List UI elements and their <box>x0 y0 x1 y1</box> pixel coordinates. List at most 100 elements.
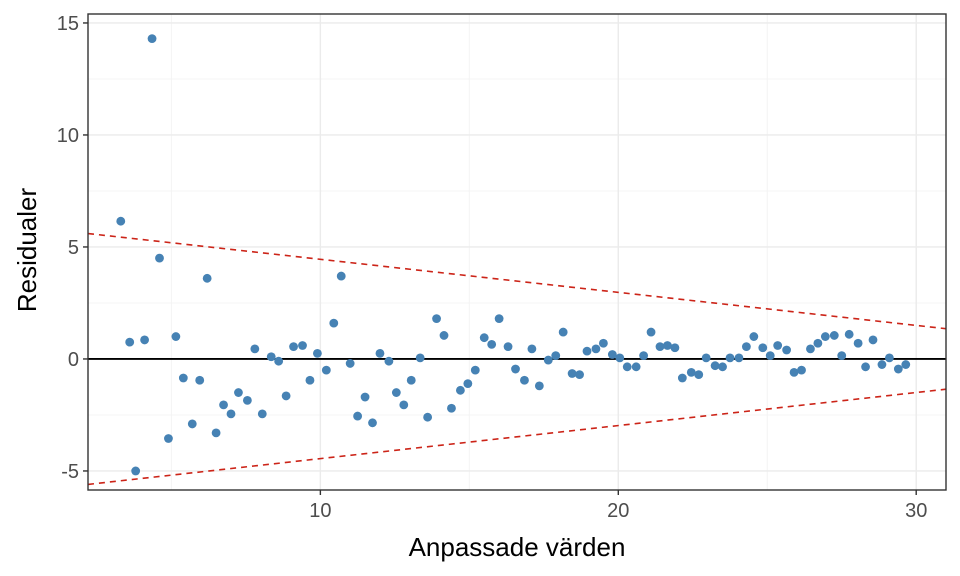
data-point <box>399 400 409 410</box>
data-point <box>701 353 711 363</box>
data-point <box>257 409 267 419</box>
data-point <box>178 373 188 383</box>
data-point <box>406 375 416 385</box>
data-point <box>298 341 307 350</box>
data-point <box>274 356 284 366</box>
data-point <box>329 318 339 328</box>
data-point <box>813 338 823 348</box>
data-point <box>773 341 783 350</box>
data-point <box>655 342 665 352</box>
data-point <box>853 338 863 348</box>
data-point <box>837 351 847 360</box>
y-axis-title: Residualer <box>12 188 42 313</box>
data-point <box>710 361 720 371</box>
y-tick-label: -5 <box>61 461 79 483</box>
x-axis-title: Anpassade värden <box>409 532 626 562</box>
data-point <box>677 373 687 383</box>
gridlines <box>88 14 946 490</box>
data-point <box>391 388 401 397</box>
lower-bound-line <box>87 388 947 486</box>
y-tick-label: 15 <box>57 13 79 35</box>
data-point <box>116 216 126 226</box>
data-point <box>234 388 243 397</box>
data-point <box>741 342 751 352</box>
data-point <box>893 364 903 374</box>
data-point <box>607 350 617 359</box>
data-point <box>368 418 377 428</box>
data-point <box>432 314 441 324</box>
data-point <box>511 364 520 374</box>
data-point <box>312 348 322 358</box>
data-point <box>439 331 449 340</box>
data-point <box>281 391 291 401</box>
data-point <box>202 273 212 283</box>
data-point <box>734 353 744 363</box>
y-tick-label: 5 <box>68 237 79 259</box>
data-point <box>861 362 870 372</box>
data-point <box>718 362 727 372</box>
data-point <box>455 385 465 395</box>
data-point <box>155 253 164 263</box>
data-point <box>321 365 331 375</box>
data-point <box>558 327 568 337</box>
data-point <box>266 352 276 362</box>
data-point <box>567 369 577 378</box>
data-point <box>591 344 601 354</box>
panel-border <box>87 13 947 491</box>
data-point <box>901 360 911 369</box>
data-point <box>250 344 260 354</box>
data-point <box>415 353 425 363</box>
data-point <box>663 341 672 350</box>
data-point <box>226 409 236 419</box>
data-point <box>631 362 641 372</box>
data-points <box>116 34 911 476</box>
x-tick-label: 30 <box>905 500 927 522</box>
data-point <box>686 368 696 377</box>
data-point <box>782 345 792 355</box>
bounds-lines <box>87 232 947 486</box>
data-point <box>494 314 504 324</box>
data-point <box>598 338 608 348</box>
data-point <box>187 419 197 429</box>
data-point <box>503 342 513 352</box>
x-tick-label: 20 <box>607 500 629 522</box>
data-point <box>360 392 370 402</box>
data-point <box>242 396 252 405</box>
data-point <box>543 355 553 365</box>
upper-bound-line <box>87 232 947 330</box>
data-point <box>147 34 157 44</box>
data-point <box>353 411 363 421</box>
data-point <box>375 348 385 358</box>
data-point <box>806 344 815 354</box>
data-point <box>694 370 704 380</box>
data-point <box>615 353 625 363</box>
data-point <box>534 381 544 391</box>
data-point <box>164 434 173 443</box>
data-point <box>336 271 346 281</box>
axis-ticks: 10 20 30 -5 0 5 10 15 <box>57 13 928 522</box>
data-point <box>479 333 489 343</box>
data-point <box>844 329 854 339</box>
data-point <box>670 343 680 353</box>
data-point <box>551 351 561 360</box>
y-tick-label: 0 <box>68 349 79 371</box>
y-tick-label: 10 <box>57 125 79 147</box>
data-point <box>749 332 759 341</box>
data-point <box>758 343 768 353</box>
data-point <box>219 400 228 410</box>
data-point <box>423 412 433 422</box>
data-point <box>463 379 473 388</box>
x-tick-label: 10 <box>309 500 331 522</box>
data-point <box>820 332 830 341</box>
data-point <box>345 359 355 368</box>
data-point <box>527 344 537 354</box>
data-point <box>125 337 135 347</box>
data-point <box>868 335 878 345</box>
data-point <box>789 368 799 377</box>
data-point <box>195 375 205 385</box>
data-point <box>884 353 894 363</box>
data-point <box>829 331 839 340</box>
data-point <box>725 353 735 363</box>
data-point <box>639 351 649 360</box>
data-point <box>171 332 181 341</box>
